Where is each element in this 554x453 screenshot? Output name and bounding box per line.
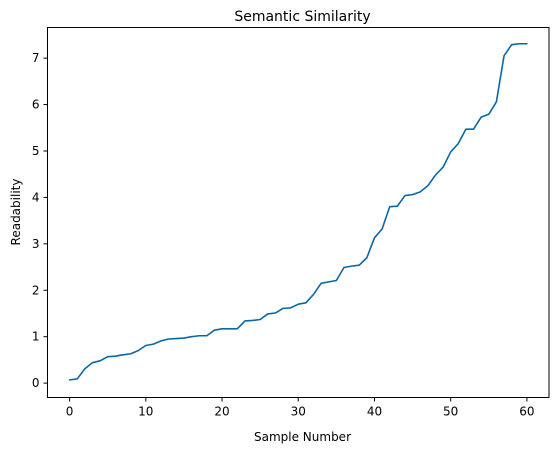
data-point — [228, 327, 231, 330]
data-point — [396, 205, 399, 208]
data-point — [449, 150, 452, 153]
y-tick-label: 3 — [32, 237, 40, 251]
data-point — [91, 361, 94, 364]
data-point — [106, 355, 109, 358]
data-point — [457, 142, 460, 145]
data-point — [167, 337, 170, 340]
y-axis-title: Readability — [9, 179, 23, 246]
data-point — [502, 54, 505, 57]
data-point — [342, 266, 345, 269]
data-point — [380, 227, 383, 230]
data-point — [114, 355, 117, 358]
x-tick-label: 20 — [214, 405, 229, 419]
x-tick-label: 10 — [138, 405, 153, 419]
data-point — [358, 264, 361, 267]
data-point — [289, 306, 292, 309]
data-point — [510, 43, 513, 46]
x-tick-label: 50 — [443, 405, 458, 419]
data-point — [518, 42, 521, 45]
data-point — [434, 174, 437, 177]
data-point — [213, 329, 216, 332]
data-point — [464, 128, 467, 131]
y-tick-label: 5 — [32, 144, 40, 158]
data-point — [83, 367, 86, 370]
x-tick-label: 0 — [66, 405, 74, 419]
data-point — [220, 327, 223, 330]
y-tick-label: 4 — [32, 190, 40, 204]
data-point — [487, 113, 490, 116]
x-tick-label: 60 — [519, 405, 534, 419]
data-point — [137, 349, 140, 352]
chart-title: Semantic Similarity — [234, 9, 370, 25]
data-point — [266, 312, 269, 315]
data-point — [403, 194, 406, 197]
data-point — [251, 319, 254, 322]
y-tick-label: 1 — [32, 330, 40, 344]
data-point — [159, 339, 162, 342]
data-point — [236, 327, 239, 330]
data-point — [350, 265, 353, 268]
data-point — [373, 236, 376, 239]
data-point — [419, 190, 422, 193]
x-axis-title: Sample Number — [254, 430, 351, 444]
plot-area-frame — [47, 27, 550, 398]
y-tick-label: 0 — [32, 376, 40, 390]
y-tick-label: 6 — [32, 98, 40, 112]
data-point — [259, 318, 262, 321]
data-point — [327, 280, 330, 283]
x-tick-label: 40 — [367, 405, 382, 419]
data-point — [312, 293, 315, 296]
data-point — [335, 279, 338, 282]
data-point — [243, 319, 246, 322]
data-point — [472, 128, 475, 131]
data-point — [190, 335, 193, 338]
data-point — [365, 256, 368, 259]
x-tick-label: 30 — [291, 405, 306, 419]
data-point — [129, 352, 132, 355]
series-line — [68, 42, 528, 381]
data-point — [281, 307, 284, 310]
data-point — [411, 193, 414, 196]
data-point — [98, 359, 101, 362]
data-point — [525, 42, 528, 45]
series-layer — [68, 42, 528, 381]
y-tick-label: 7 — [32, 51, 40, 65]
data-point — [388, 205, 391, 208]
y-tick-label: 2 — [32, 283, 40, 297]
data-point — [198, 334, 201, 337]
data-point — [182, 336, 185, 339]
data-point — [426, 184, 429, 187]
data-point — [297, 303, 300, 306]
data-point — [121, 353, 124, 356]
y-axis-ticks: 0 1 2 3 4 5 6 7 — [32, 51, 48, 390]
data-point — [175, 337, 178, 340]
data-point — [480, 115, 483, 118]
data-point — [68, 378, 71, 381]
data-point — [76, 377, 79, 380]
data-point — [274, 311, 277, 314]
data-point — [304, 301, 307, 304]
data-point — [152, 343, 155, 346]
data-point — [495, 100, 498, 103]
data-point — [441, 166, 444, 169]
data-point — [144, 344, 147, 347]
data-point — [205, 334, 208, 337]
data-point — [320, 282, 323, 285]
x-axis-ticks: 0 10 20 30 40 50 60 — [66, 397, 535, 419]
